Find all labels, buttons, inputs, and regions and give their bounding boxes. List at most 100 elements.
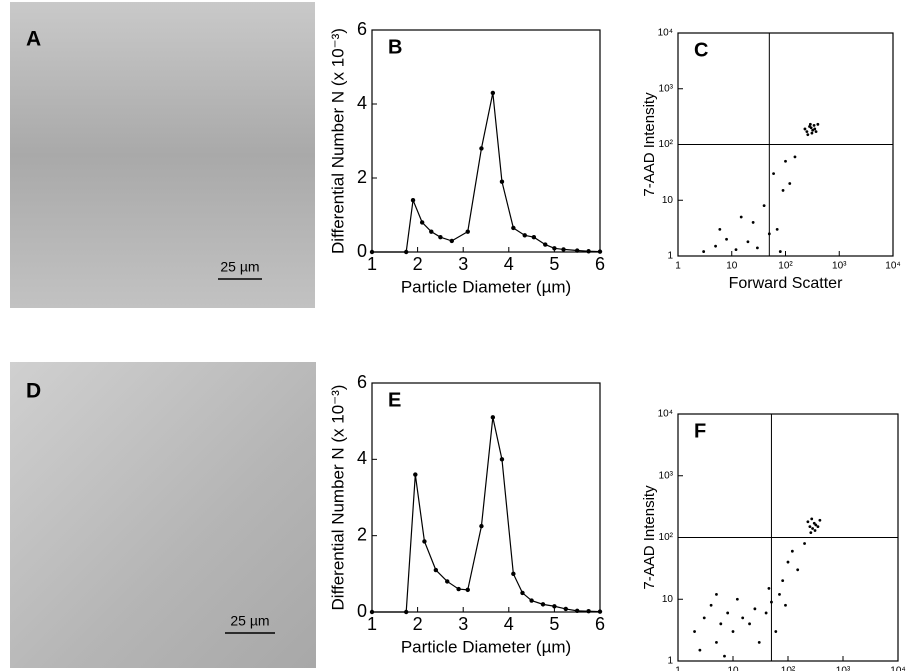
scatter-point <box>790 549 794 553</box>
data-point <box>575 608 580 614</box>
data-point <box>499 179 505 184</box>
data-point <box>369 249 375 255</box>
scatter-point <box>814 130 818 134</box>
scatter-point <box>812 124 816 127</box>
scatter-point <box>702 616 706 620</box>
scale-bar-label: 25 µm <box>220 259 259 275</box>
data-point <box>433 567 439 573</box>
panel-label: C <box>694 39 708 61</box>
data-point <box>410 198 416 203</box>
scatter-point <box>814 523 818 527</box>
y-tick-label: 4 <box>357 448 367 468</box>
scatter-point <box>718 228 722 231</box>
x-axis-label: Particle Diameter (µm) <box>401 637 571 656</box>
data-point <box>597 609 603 614</box>
x-tick-label: 4 <box>504 254 514 274</box>
scatter-point <box>788 182 792 185</box>
scatter-point <box>725 237 728 241</box>
data-point <box>490 90 496 96</box>
scatter-point <box>775 228 779 231</box>
scatter-point <box>793 155 797 159</box>
scatter-point <box>741 616 745 620</box>
x-tick-label: 10⁴ <box>890 666 905 671</box>
data-point <box>438 235 443 240</box>
data-point <box>586 249 591 254</box>
data-point <box>499 457 505 462</box>
data-point <box>561 247 566 252</box>
scatter-point <box>714 244 717 248</box>
data-point <box>552 246 557 251</box>
scatter-point <box>757 641 761 644</box>
data-point <box>563 606 568 612</box>
y-tick-label: 10² <box>659 139 674 150</box>
scatter-point <box>753 607 757 611</box>
scatter-point <box>784 603 787 607</box>
scatter-point <box>715 641 718 644</box>
panel-label: E <box>388 389 401 411</box>
micrograph: 25 µm A <box>10 2 315 308</box>
x-tick-label: 10⁴ <box>885 261 900 272</box>
scatter-point <box>808 525 812 529</box>
scatter-point <box>810 517 814 521</box>
panel-label: B <box>388 36 402 58</box>
chart: 1 2 3 4 5 6 0 2 4 6 Particle Diameter (µm) Differen… <box>328 19 605 297</box>
data-point <box>479 146 484 151</box>
y-tick-label: 1 <box>667 251 673 262</box>
y-axis-label: 7-AAD Intensity <box>641 485 658 590</box>
y-tick-label: 0 <box>357 241 367 261</box>
scale-bar-label: 25 µm <box>230 613 269 629</box>
scatter-point <box>698 648 702 652</box>
y-tick-label: 2 <box>357 524 367 544</box>
data-point <box>456 586 461 592</box>
scatter-point <box>809 531 813 535</box>
data-point <box>522 233 527 238</box>
y-tick-label: 6 <box>357 19 367 39</box>
y-axis-label: Differential Number N (x 10⁻³) <box>328 28 347 254</box>
data-line <box>372 417 601 613</box>
scatter-point <box>808 125 811 128</box>
y-tick-label: 10² <box>659 532 674 543</box>
scatter-point <box>774 630 778 633</box>
scatter-point <box>726 611 730 615</box>
micrograph-background <box>10 362 316 668</box>
data-point <box>575 248 580 253</box>
data-point <box>529 598 534 603</box>
scatter-point <box>731 630 735 633</box>
data-point <box>422 539 427 544</box>
scatter-point <box>786 560 790 564</box>
scatter-point <box>781 189 785 192</box>
scatter-point <box>734 248 738 252</box>
x-tick-label: 10² <box>781 666 796 671</box>
micrograph-background <box>10 2 315 308</box>
scatter-point <box>778 592 781 596</box>
data-point <box>597 249 603 254</box>
y-tick-label: 10⁴ <box>658 409 673 420</box>
data-point <box>449 238 454 244</box>
scatter-point <box>805 130 809 134</box>
scatter-point <box>816 122 820 126</box>
y-tick-label: 2 <box>357 167 367 187</box>
y-tick-label: 10 <box>662 594 674 605</box>
y-axis-label: 7-AAD Intensity <box>641 92 658 197</box>
data-point <box>586 609 591 614</box>
data-point <box>531 235 537 240</box>
data-point <box>511 571 516 577</box>
scatter-point <box>778 250 782 253</box>
data-point <box>543 242 548 247</box>
data-point <box>520 590 525 596</box>
scatter-point <box>755 246 759 250</box>
scatter-point <box>813 127 817 131</box>
x-tick-label: 6 <box>595 614 605 634</box>
scatter-point <box>748 622 751 626</box>
scatter-point <box>719 622 723 626</box>
scatter-point <box>806 520 810 524</box>
x-tick-label: 10 <box>726 261 738 272</box>
scatter-point <box>767 232 771 236</box>
data-point <box>465 587 470 593</box>
scatter-point <box>772 172 775 176</box>
x-tick-label: 2 <box>413 254 423 274</box>
y-tick-label: 0 <box>357 601 367 621</box>
scatter-point <box>803 127 807 131</box>
